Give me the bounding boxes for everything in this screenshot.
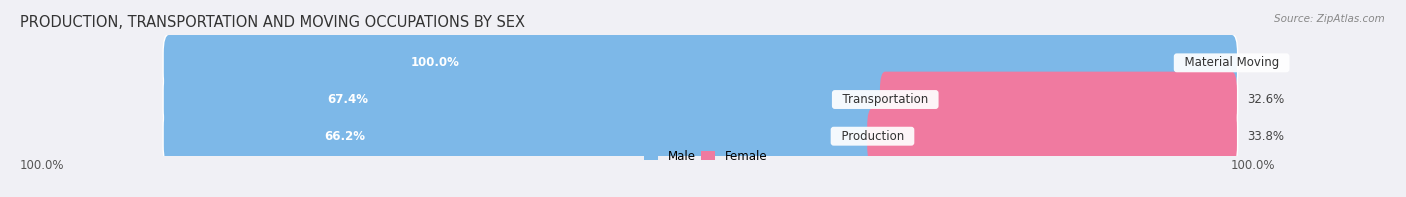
Text: 66.2%: 66.2% [325, 130, 366, 143]
Text: PRODUCTION, TRANSPORTATION AND MOVING OCCUPATIONS BY SEX: PRODUCTION, TRANSPORTATION AND MOVING OC… [20, 15, 526, 30]
Text: Transportation: Transportation [835, 93, 935, 106]
Text: 32.6%: 32.6% [1247, 93, 1285, 106]
FancyBboxPatch shape [868, 108, 1237, 164]
FancyBboxPatch shape [163, 108, 1237, 164]
Text: Material Moving: Material Moving [1177, 56, 1286, 69]
FancyBboxPatch shape [163, 72, 890, 127]
FancyBboxPatch shape [163, 72, 1237, 127]
Legend: Male, Female: Male, Female [641, 147, 770, 165]
Text: Production: Production [834, 130, 911, 143]
Text: Source: ZipAtlas.com: Source: ZipAtlas.com [1274, 14, 1385, 24]
FancyBboxPatch shape [163, 108, 877, 164]
FancyBboxPatch shape [163, 35, 1237, 91]
Text: 67.4%: 67.4% [328, 93, 368, 106]
Text: 100.0%: 100.0% [411, 56, 460, 69]
FancyBboxPatch shape [163, 35, 1237, 91]
FancyBboxPatch shape [880, 72, 1237, 127]
Text: 33.8%: 33.8% [1247, 130, 1285, 143]
